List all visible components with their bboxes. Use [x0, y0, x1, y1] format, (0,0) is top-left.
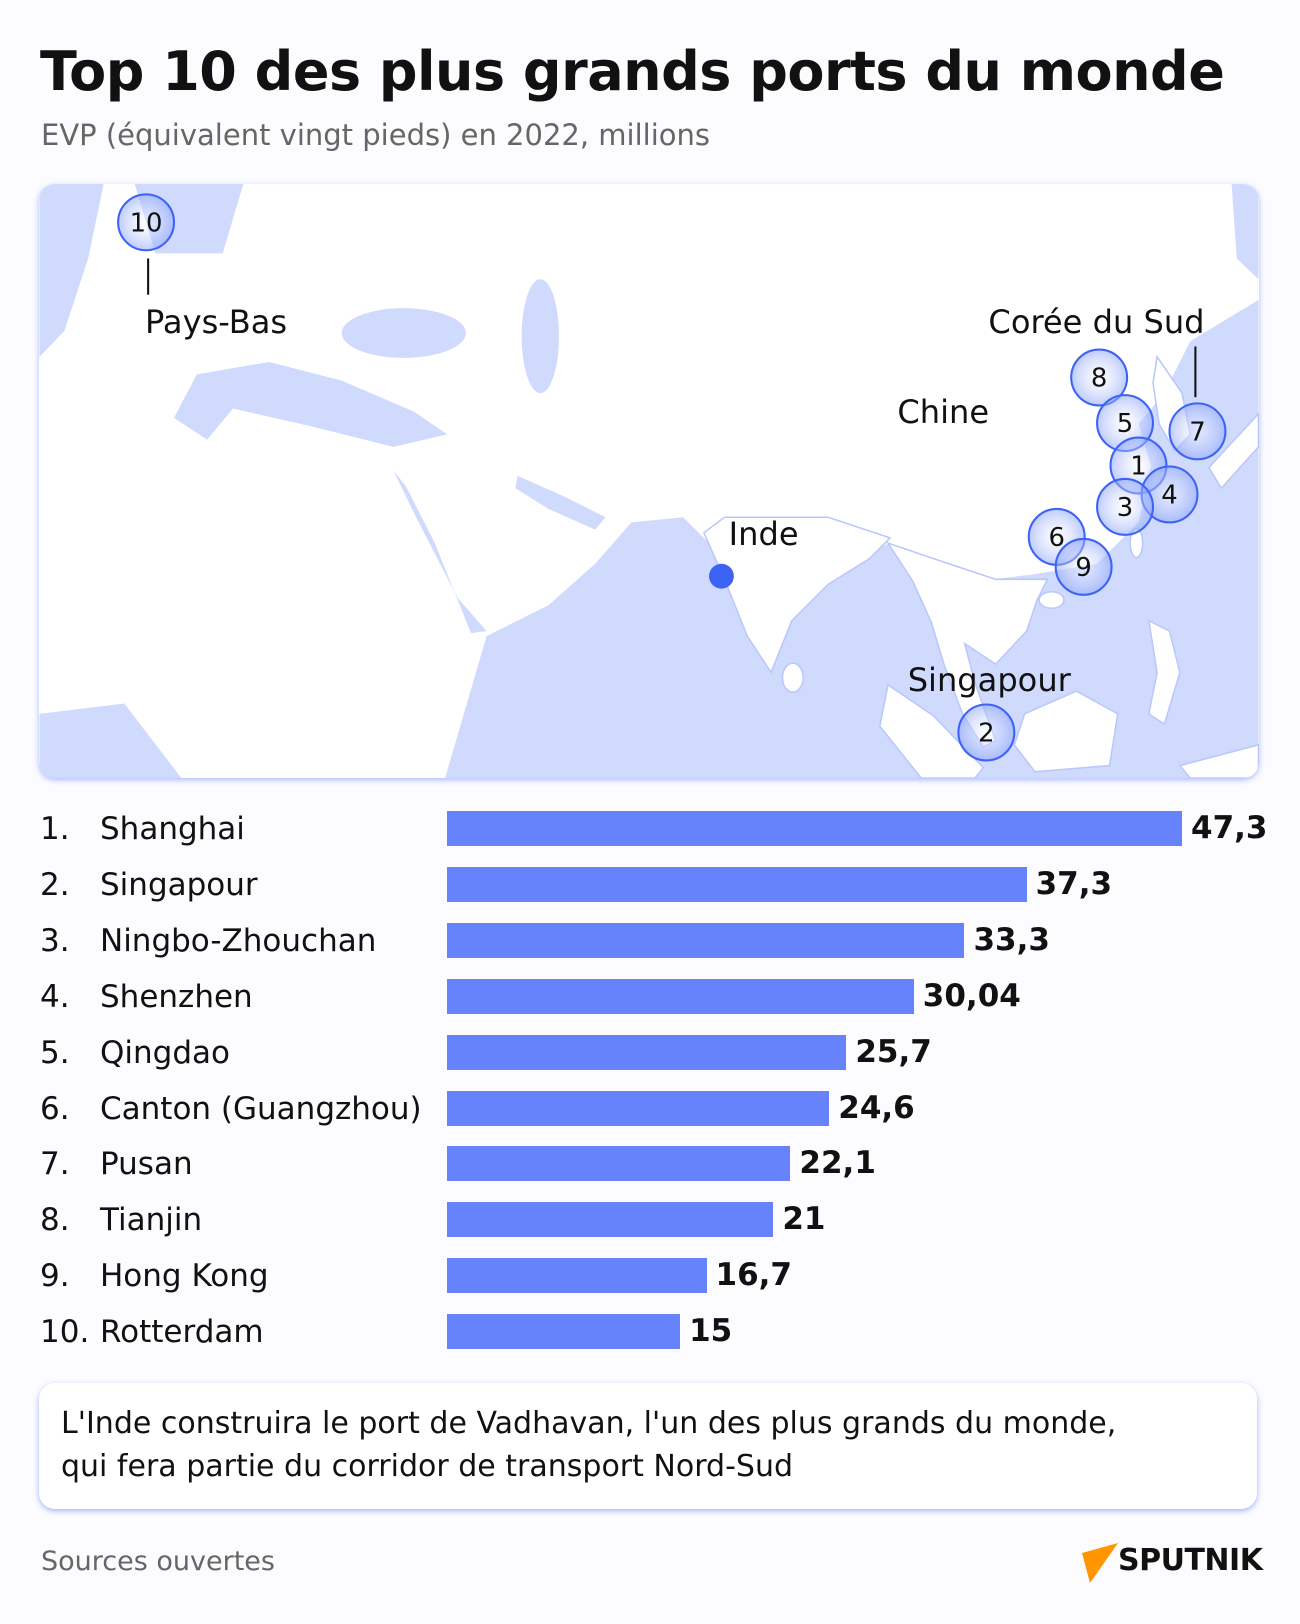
- bar: [447, 1090, 830, 1126]
- port-marker-8: 8: [1070, 348, 1129, 407]
- bar-row: 5. Qingdao 25,7: [0, 1025, 1300, 1081]
- value-label: 37,3: [1035, 865, 1113, 902]
- marker-circle: [117, 193, 176, 252]
- label-netherlands: Pays-Bas: [145, 303, 287, 341]
- label-korea: Corée du Sud: [988, 303, 1204, 341]
- rank-label: 10.: [40, 1314, 90, 1351]
- port-name: Shenzhen: [100, 978, 253, 1015]
- source-text: Sources ouvertes: [41, 1546, 275, 1577]
- port-marker-3: 3: [1096, 477, 1155, 536]
- port-name: Shanghai: [100, 811, 245, 847]
- bar-row: 2. Singapour 37,3: [0, 857, 1300, 913]
- marker-circle: [1168, 402, 1227, 461]
- bar: [447, 1146, 791, 1182]
- value-label: 47,3: [1191, 810, 1268, 846]
- chart-title: Top 10 des plus grands ports du monde: [40, 40, 1225, 103]
- rank-label: 6.: [40, 1090, 70, 1127]
- note-box: L'Inde construira le port de Vadhavan, l…: [39, 1383, 1257, 1509]
- value-label: 30,04: [922, 977, 1021, 1014]
- marker-number: 6: [1049, 523, 1065, 553]
- port-name: Tianjin: [100, 1202, 203, 1239]
- port-name: Ningbo-Zhouchan: [100, 922, 377, 959]
- value-label: 15: [689, 1313, 733, 1350]
- port-markers: 10 85 7 143 69 2: [117, 193, 1227, 762]
- bar-row: 4. Shenzhen 30,04: [0, 969, 1300, 1025]
- bar-row: 7. Pusan 22,1: [0, 1136, 1300, 1192]
- marker-number: 2: [978, 719, 994, 749]
- ports-map: Pays-Bas Chine Corée du Sud Inde Singapo…: [39, 184, 1259, 778]
- bar-row: 1. Shanghai 47,3: [0, 801, 1300, 857]
- value-label: 24,6: [838, 1089, 915, 1126]
- bar: [447, 922, 965, 958]
- value-label: 25,7: [855, 1033, 932, 1070]
- value-label: 22,1: [799, 1145, 876, 1182]
- bar: [447, 978, 914, 1014]
- bar: [447, 1314, 681, 1350]
- map-annotations: Pays-Bas Chine Corée du Sud Inde Singapo…: [145, 258, 1205, 699]
- india-port-dot: [709, 563, 734, 589]
- marker-number: 7: [1189, 417, 1205, 447]
- port-name: Canton (Guangzhou): [100, 1090, 422, 1127]
- port-marker-7: 7: [1168, 402, 1227, 461]
- marker-circle: [1096, 477, 1155, 536]
- chart-subtitle: EVP (équivalent vingt pieds) en 2022, mi…: [41, 118, 711, 152]
- bar: [447, 1258, 707, 1294]
- marker-number: 10: [130, 208, 163, 238]
- rank-label: 1.: [40, 811, 70, 847]
- sea: [39, 184, 1259, 778]
- bar: [447, 811, 1182, 846]
- marker-circle: [1070, 348, 1129, 407]
- rank-label: 9.: [40, 1258, 70, 1295]
- bar-row: 8. Tianjin 21: [0, 1192, 1300, 1248]
- bar: [447, 866, 1027, 902]
- bar: [447, 1202, 774, 1238]
- sputnik-logo: SPUTNIK: [1082, 1543, 1263, 1583]
- note-line-2: qui fera partie du corridor de transport…: [61, 1449, 793, 1484]
- marker-number: 5: [1117, 409, 1133, 439]
- rank-label: 3.: [40, 922, 70, 959]
- port-name: Qingdao: [100, 1034, 230, 1071]
- rank-label: 4.: [40, 978, 70, 1015]
- sputnik-logo-text: SPUTNIK: [1118, 1543, 1263, 1578]
- value-label: 21: [782, 1201, 826, 1238]
- port-name: Singapour: [100, 866, 258, 903]
- bar: [447, 1034, 847, 1070]
- marker-number: 4: [1161, 480, 1177, 510]
- rank-label: 5.: [40, 1034, 70, 1071]
- label-india: Inde: [729, 515, 799, 553]
- bar-row: 9. Hong Kong 16,7: [0, 1248, 1300, 1304]
- port-marker-2: 2: [957, 703, 1016, 762]
- port-marker-10: 10: [117, 193, 176, 252]
- label-singapore: Singapour: [908, 661, 1072, 699]
- marker-circle: [957, 703, 1016, 762]
- port-marker-9: 9: [1054, 537, 1113, 596]
- bar-row: 3. Ningbo-Zhouchan 33,3: [0, 913, 1300, 969]
- marker-number: 3: [1117, 493, 1133, 523]
- value-label: 16,7: [715, 1257, 793, 1294]
- port-name: Hong Kong: [100, 1258, 269, 1295]
- rank-label: 2.: [40, 866, 70, 903]
- marker-number: 8: [1091, 364, 1107, 394]
- port-name: Pusan: [100, 1146, 193, 1183]
- note-line-1: L'Inde construira le port de Vadhavan, l…: [61, 1406, 1117, 1441]
- port-name: Rotterdam: [100, 1314, 264, 1351]
- rank-label: 8.: [40, 1202, 70, 1239]
- marker-number: 1: [1130, 452, 1146, 482]
- value-label: 33,3: [973, 921, 1050, 958]
- label-china: Chine: [897, 393, 989, 431]
- sputnik-logo-icon: [1082, 1543, 1118, 1583]
- rank-label: 7.: [40, 1146, 70, 1183]
- marker-number: 9: [1075, 553, 1091, 583]
- bar-row: 6. Canton (Guangzhou) 24,6: [0, 1081, 1300, 1137]
- marker-circle: [1054, 537, 1113, 596]
- bar-row: 10. Rotterdam 15: [0, 1304, 1300, 1360]
